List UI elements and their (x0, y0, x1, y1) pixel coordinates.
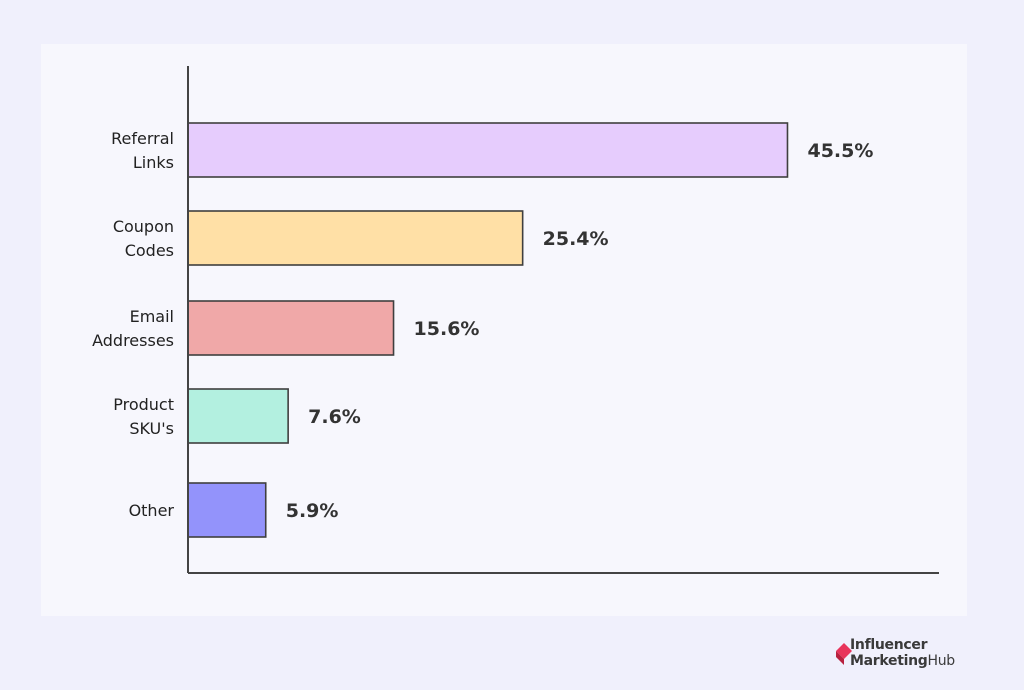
brand-line1: Influencer (850, 637, 928, 653)
bar-referral-links (187, 122, 789, 178)
influencer-marketing-hub-logo-icon (836, 643, 852, 665)
brand-line2-bold: Marketing (850, 653, 928, 669)
category-label-product-sku-s: Product SKU's (113, 395, 174, 438)
value-label-email-addresses: 15.6% (414, 318, 480, 340)
category-label-referral-links: Referral Links (111, 129, 174, 172)
value-label-product-sku-s: 7.6% (308, 406, 361, 428)
category-label-other: Other (129, 501, 175, 520)
chart-card: 45.5% Referral Links 25.4% Coupon Codes 15.6% E… (41, 44, 967, 616)
value-label-other: 5.9% (286, 500, 339, 522)
bar-chart: 45.5% Referral Links 25.4% Coupon Codes 15.6% E… (92, 66, 939, 574)
value-label-referral-links: 45.5% (807, 140, 873, 162)
bar-other (187, 482, 267, 538)
brand-logo: Influencer MarketingHub (834, 637, 984, 673)
brand-line2-rest: Hub (927, 653, 956, 669)
bar-email-addresses (187, 300, 395, 356)
brand-line2: MarketingHub (850, 653, 955, 669)
bar-product-sku-s (187, 388, 289, 444)
category-label-coupon-codes: Coupon Codes (113, 217, 174, 260)
value-label-coupon-codes: 25.4% (543, 228, 609, 250)
bar-coupon-codes (187, 210, 524, 266)
category-label-email-addresses: Email Addresses (92, 307, 174, 350)
